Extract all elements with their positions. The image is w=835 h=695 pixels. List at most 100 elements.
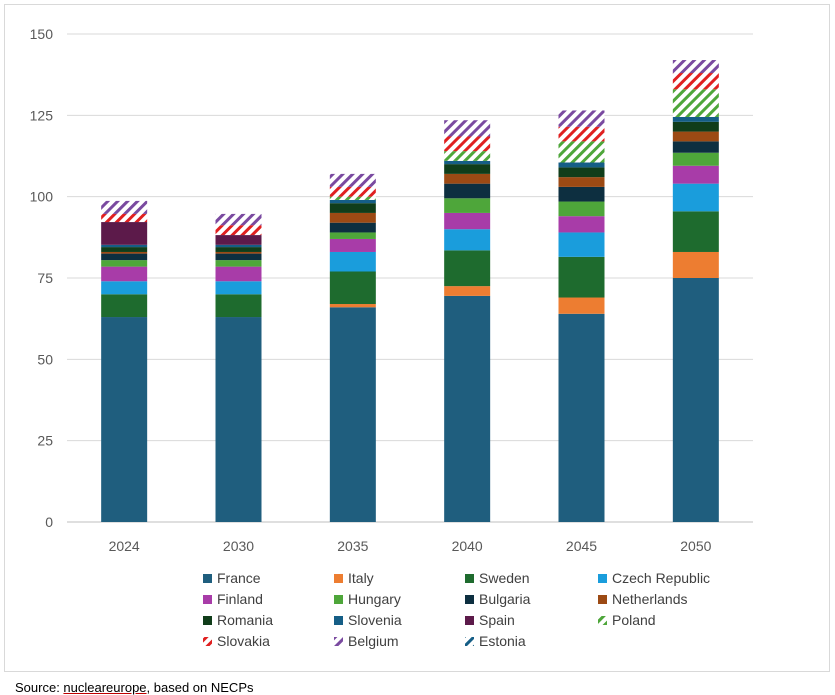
x-tick-label-2030: 2030 [223, 538, 254, 554]
bar-2024-slovakia [101, 213, 148, 223]
bar-2024-hungary [101, 260, 148, 267]
bar-2024-spain [101, 222, 148, 245]
legend-label-netherlands: Netherlands [612, 591, 688, 607]
bar-2050-czech-republic [672, 183, 719, 212]
bar-2045-bulgaria [558, 186, 605, 202]
bar-2050-sweden [672, 211, 719, 252]
bar-2030-france [215, 317, 262, 522]
legend-swatch-hungary [334, 595, 343, 604]
bar-2040-poland [444, 151, 491, 161]
bar-2035-france [329, 307, 376, 522]
bar-2050-bulgaria [672, 141, 719, 153]
legend-label-romania: Romania [217, 612, 273, 628]
source-note: Source: nucleareurope, based on NECPs [15, 680, 254, 695]
bar-2024-finland [101, 266, 148, 282]
x-tick-label-2050: 2050 [680, 538, 711, 554]
legend-item-estonia: Estonia [465, 633, 526, 649]
bar-2040-belgium [444, 120, 491, 137]
bar-2040-bulgaria [444, 183, 491, 199]
bar-2035-finland [329, 238, 376, 252]
bar-2045-belgium [558, 110, 605, 127]
x-tick-label-2035: 2035 [337, 538, 368, 554]
legend: France Italy Sweden Czech Republic Finland Hu… [203, 570, 710, 649]
bar-2050-belgium [672, 60, 719, 74]
bar-2045-slovakia [558, 126, 605, 142]
legend-item-spain: Spain [465, 612, 515, 628]
legend-label-hungary: Hungary [348, 591, 401, 607]
legend-swatch-france [203, 574, 212, 583]
bar-2040-romania [444, 164, 491, 174]
bar-2030-hungary [215, 260, 262, 267]
bar-stack-2024 [101, 200, 148, 522]
legend-swatch-slovakia [203, 637, 212, 646]
legend-swatch-romania [203, 616, 212, 625]
legend-label-spain: Spain [479, 612, 515, 628]
bar-2050-italy [672, 251, 719, 278]
legend-item-france: France [203, 570, 261, 586]
legend-swatch-bulgaria [465, 595, 474, 604]
bar-2024-france [101, 317, 148, 522]
bar-2050-romania [672, 121, 719, 132]
legend-label-france: France [217, 570, 261, 586]
legend-item-italy: Italy [334, 570, 374, 586]
bar-2035-hungary [329, 232, 376, 239]
legend-item-slovakia: Slovakia [203, 633, 270, 649]
legend-swatch-netherlands [598, 595, 607, 604]
bar-2045-hungary [558, 201, 605, 217]
bar-2024-slovenia [101, 244, 148, 248]
legend-swatch-belgium [334, 637, 343, 646]
bar-2045-netherlands [558, 177, 605, 187]
x-tick-label-2024: 2024 [109, 538, 140, 554]
bar-2040-czech-republic [444, 229, 491, 251]
y-tick-label-125: 125 [30, 107, 54, 123]
bar-2024-romania [101, 247, 148, 252]
bar-2035-sweden [329, 271, 376, 305]
bar-2040-netherlands [444, 173, 491, 184]
bar-2050-slovakia [672, 73, 719, 90]
x-tick-label-2045: 2045 [566, 538, 597, 554]
bar-2040-slovenia [444, 160, 491, 165]
legend-label-finland: Finland [217, 591, 263, 607]
bar-stack-2035 [329, 173, 376, 522]
bars [101, 60, 719, 522]
legend-item-czech-republic: Czech Republic [598, 570, 710, 586]
legend-label-czech-republic: Czech Republic [612, 570, 710, 586]
bar-2030-netherlands [215, 251, 262, 254]
bar-2035-romania [329, 203, 376, 213]
legend-item-belgium: Belgium [334, 633, 399, 649]
y-tick-label-150: 150 [30, 26, 54, 42]
legend-swatch-italy [334, 574, 343, 583]
bar-2030-belgium [215, 213, 262, 226]
legend-label-bulgaria: Bulgaria [479, 591, 531, 607]
bar-2030-slovenia [215, 244, 262, 248]
y-tick-label-50: 50 [37, 351, 53, 367]
gridlines [67, 33, 753, 523]
bar-2030-sweden [215, 294, 262, 318]
legend-item-poland: Poland [598, 612, 656, 628]
bar-2030-finland [215, 266, 262, 282]
x-tick-label-2040: 2040 [452, 538, 483, 554]
legend-label-sweden: Sweden [479, 570, 530, 586]
bar-2045-finland [558, 216, 605, 233]
y-axis-ticks: 0 25 50 75 100 125 150 [30, 26, 54, 530]
legend-label-estonia: Estonia [479, 633, 526, 649]
bar-2045-czech-republic [558, 232, 605, 257]
bar-2024-sweden [101, 294, 148, 318]
bar-2024-czech-republic [101, 281, 148, 295]
bar-2040-italy [444, 286, 491, 296]
bar-2045-italy [558, 297, 605, 314]
legend-label-poland: Poland [612, 612, 656, 628]
bar-2045-romania [558, 167, 605, 178]
bar-2035-italy [329, 304, 376, 308]
bar-2035-slovakia [329, 186, 376, 197]
bar-2040-sweden [444, 250, 491, 287]
bar-2030-slovakia [215, 225, 262, 236]
bar-2040-hungary [444, 198, 491, 213]
bar-2024-belgium [101, 200, 148, 214]
legend-label-slovakia: Slovakia [217, 633, 270, 649]
source-suffix: , based on NECPs [146, 680, 254, 695]
legend-label-italy: Italy [348, 570, 374, 586]
legend-label-slovenia: Slovenia [348, 612, 402, 628]
legend-swatch-czech-republic [598, 574, 607, 583]
